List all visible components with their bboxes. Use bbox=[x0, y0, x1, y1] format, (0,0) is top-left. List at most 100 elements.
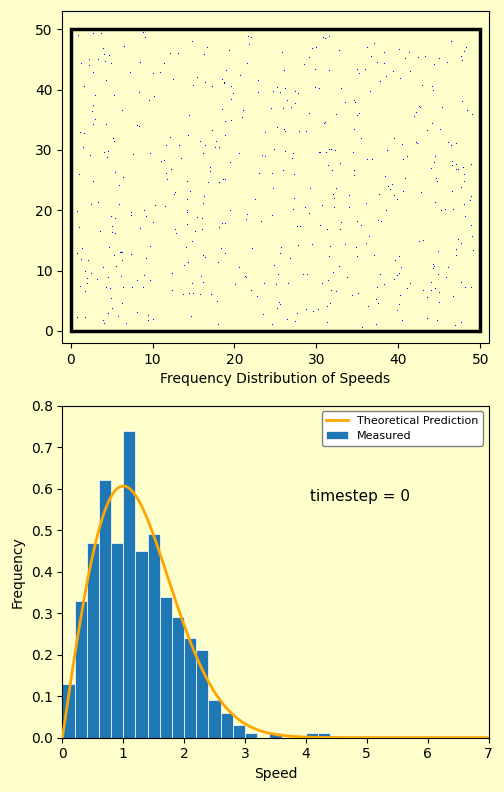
Point bbox=[390, 188, 398, 201]
Point bbox=[273, 81, 281, 93]
Point bbox=[151, 199, 159, 211]
Point bbox=[118, 253, 126, 266]
Point bbox=[323, 316, 331, 329]
Point bbox=[85, 254, 93, 267]
Point bbox=[417, 186, 425, 199]
Point bbox=[325, 250, 333, 263]
Point bbox=[291, 84, 299, 97]
Point bbox=[306, 182, 314, 195]
Point bbox=[427, 162, 435, 174]
Point bbox=[221, 115, 229, 128]
Point bbox=[108, 131, 116, 144]
Point bbox=[364, 230, 372, 242]
Point bbox=[188, 78, 197, 91]
Point bbox=[97, 27, 105, 40]
Point bbox=[281, 82, 289, 94]
Point bbox=[401, 51, 409, 64]
Point bbox=[162, 139, 170, 151]
Point bbox=[146, 240, 154, 253]
Point bbox=[396, 289, 404, 302]
Point bbox=[272, 277, 280, 290]
Point bbox=[383, 204, 391, 217]
Bar bbox=[269, 733, 282, 737]
Point bbox=[336, 223, 344, 236]
Point bbox=[129, 148, 137, 161]
Point bbox=[435, 286, 443, 299]
Point bbox=[182, 241, 190, 253]
Point bbox=[227, 80, 235, 93]
Point bbox=[469, 244, 477, 257]
Point bbox=[413, 137, 421, 150]
Point bbox=[388, 177, 396, 190]
Point bbox=[428, 258, 436, 271]
Bar bbox=[148, 535, 160, 737]
Point bbox=[134, 306, 142, 318]
Point bbox=[416, 101, 424, 113]
Point bbox=[284, 276, 292, 289]
Point bbox=[213, 295, 221, 307]
Point bbox=[106, 282, 114, 295]
Point bbox=[179, 288, 187, 301]
Point bbox=[100, 316, 108, 329]
Point bbox=[358, 320, 366, 333]
Point bbox=[185, 185, 194, 198]
Point bbox=[162, 173, 170, 185]
Point bbox=[250, 192, 259, 205]
Point bbox=[352, 109, 360, 121]
Point bbox=[460, 168, 468, 181]
Point bbox=[242, 271, 250, 284]
Point bbox=[225, 44, 233, 56]
Point bbox=[327, 284, 335, 296]
Point bbox=[235, 261, 243, 273]
Point bbox=[367, 50, 375, 63]
Point bbox=[373, 280, 381, 293]
Point bbox=[245, 37, 253, 50]
Point bbox=[381, 169, 389, 182]
Point bbox=[104, 271, 112, 284]
Point bbox=[393, 268, 401, 281]
Point bbox=[140, 269, 148, 282]
Point bbox=[454, 233, 462, 246]
Point bbox=[270, 143, 278, 155]
Point bbox=[139, 280, 147, 293]
Theoretical Prediction bbox=[232, 712, 238, 722]
Point bbox=[348, 146, 356, 158]
Point bbox=[136, 56, 144, 69]
Point bbox=[319, 31, 327, 44]
Point bbox=[280, 63, 288, 76]
Point bbox=[375, 188, 383, 200]
Point bbox=[157, 154, 165, 167]
Point bbox=[200, 249, 208, 261]
Point bbox=[341, 238, 349, 250]
Point bbox=[214, 255, 222, 268]
Point bbox=[431, 196, 439, 208]
Point bbox=[467, 158, 475, 170]
Point bbox=[87, 266, 95, 279]
Point bbox=[94, 196, 102, 208]
Point bbox=[291, 315, 299, 328]
Point bbox=[215, 220, 223, 233]
Point bbox=[185, 109, 194, 122]
Point bbox=[201, 138, 209, 150]
Point bbox=[100, 48, 108, 60]
Bar bbox=[318, 733, 330, 737]
Point bbox=[269, 167, 277, 180]
Point bbox=[432, 172, 440, 185]
Point bbox=[214, 318, 222, 330]
Point bbox=[140, 204, 148, 216]
Point bbox=[96, 224, 104, 237]
Point bbox=[117, 269, 125, 282]
Point bbox=[73, 246, 81, 259]
Point bbox=[458, 181, 466, 193]
Point bbox=[115, 198, 123, 211]
Point bbox=[89, 174, 97, 187]
Point bbox=[110, 249, 118, 261]
Point bbox=[188, 234, 197, 247]
Point bbox=[318, 199, 326, 211]
Point bbox=[283, 94, 291, 107]
Y-axis label: Frequency: Frequency bbox=[11, 535, 25, 607]
Point bbox=[395, 267, 403, 280]
Point bbox=[324, 273, 332, 286]
Point bbox=[355, 107, 363, 120]
Point bbox=[393, 303, 401, 316]
